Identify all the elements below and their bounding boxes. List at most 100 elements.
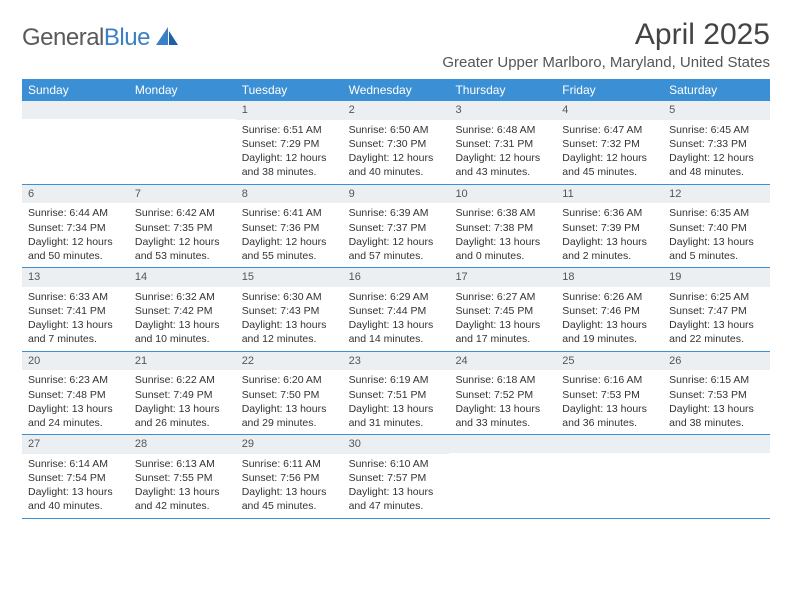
sunset-text: Sunset: 7:53 PM (669, 388, 764, 402)
day-number: 22 (236, 352, 343, 371)
day-cell: 27Sunrise: 6:14 AMSunset: 7:54 PMDayligh… (22, 435, 129, 518)
day-cell: 4Sunrise: 6:47 AMSunset: 7:32 PMDaylight… (556, 101, 663, 184)
day-body: Sunrise: 6:38 AMSunset: 7:38 PMDaylight:… (449, 203, 556, 267)
logo-text-gray: General (22, 24, 104, 51)
calendar: SundayMondayTuesdayWednesdayThursdayFrid… (22, 79, 770, 519)
day-cell: 7Sunrise: 6:42 AMSunset: 7:35 PMDaylight… (129, 185, 236, 268)
sunrise-text: Sunrise: 6:50 AM (349, 123, 444, 137)
day-body: Sunrise: 6:42 AMSunset: 7:35 PMDaylight:… (129, 203, 236, 267)
day-number: 12 (663, 185, 770, 204)
sunrise-text: Sunrise: 6:13 AM (135, 457, 230, 471)
day-cell (22, 101, 129, 184)
weekday-header-cell: Sunday (22, 79, 129, 101)
day-number (449, 435, 556, 453)
weekday-header-row: SundayMondayTuesdayWednesdayThursdayFrid… (22, 79, 770, 101)
day-body: Sunrise: 6:27 AMSunset: 7:45 PMDaylight:… (449, 287, 556, 351)
day-cell: 11Sunrise: 6:36 AMSunset: 7:39 PMDayligh… (556, 185, 663, 268)
day-cell: 15Sunrise: 6:30 AMSunset: 7:43 PMDayligh… (236, 268, 343, 351)
day-cell: 25Sunrise: 6:16 AMSunset: 7:53 PMDayligh… (556, 352, 663, 435)
day-number (556, 435, 663, 453)
day-number: 10 (449, 185, 556, 204)
sunset-text: Sunset: 7:36 PM (242, 221, 337, 235)
day-body: Sunrise: 6:35 AMSunset: 7:40 PMDaylight:… (663, 203, 770, 267)
day-body: Sunrise: 6:50 AMSunset: 7:30 PMDaylight:… (343, 120, 450, 184)
logo-text: GeneralBlue (22, 24, 150, 52)
sunrise-text: Sunrise: 6:51 AM (242, 123, 337, 137)
day-body: Sunrise: 6:13 AMSunset: 7:55 PMDaylight:… (129, 454, 236, 518)
daylight-text: Daylight: 13 hours and 31 minutes. (349, 402, 444, 430)
day-body: Sunrise: 6:18 AMSunset: 7:52 PMDaylight:… (449, 370, 556, 434)
day-number: 14 (129, 268, 236, 287)
daylight-text: Daylight: 12 hours and 50 minutes. (28, 235, 123, 263)
day-body: Sunrise: 6:25 AMSunset: 7:47 PMDaylight:… (663, 287, 770, 351)
sunset-text: Sunset: 7:42 PM (135, 304, 230, 318)
sunrise-text: Sunrise: 6:33 AM (28, 290, 123, 304)
day-number: 9 (343, 185, 450, 204)
header: GeneralBlue April 2025 Greater Upper Mar… (22, 18, 770, 71)
day-cell: 6Sunrise: 6:44 AMSunset: 7:34 PMDaylight… (22, 185, 129, 268)
week-row: 6Sunrise: 6:44 AMSunset: 7:34 PMDaylight… (22, 185, 770, 269)
day-cell: 23Sunrise: 6:19 AMSunset: 7:51 PMDayligh… (343, 352, 450, 435)
week-row: 20Sunrise: 6:23 AMSunset: 7:48 PMDayligh… (22, 352, 770, 436)
day-cell: 12Sunrise: 6:35 AMSunset: 7:40 PMDayligh… (663, 185, 770, 268)
day-number (22, 101, 129, 119)
day-number: 1 (236, 101, 343, 120)
sunset-text: Sunset: 7:52 PM (455, 388, 550, 402)
day-body: Sunrise: 6:33 AMSunset: 7:41 PMDaylight:… (22, 287, 129, 351)
day-number: 3 (449, 101, 556, 120)
day-body: Sunrise: 6:51 AMSunset: 7:29 PMDaylight:… (236, 120, 343, 184)
sunset-text: Sunset: 7:39 PM (562, 221, 657, 235)
day-number: 11 (556, 185, 663, 204)
day-body: Sunrise: 6:23 AMSunset: 7:48 PMDaylight:… (22, 370, 129, 434)
day-body: Sunrise: 6:26 AMSunset: 7:46 PMDaylight:… (556, 287, 663, 351)
day-body: Sunrise: 6:19 AMSunset: 7:51 PMDaylight:… (343, 370, 450, 434)
day-body: Sunrise: 6:14 AMSunset: 7:54 PMDaylight:… (22, 454, 129, 518)
daylight-text: Daylight: 12 hours and 53 minutes. (135, 235, 230, 263)
sunset-text: Sunset: 7:37 PM (349, 221, 444, 235)
sunrise-text: Sunrise: 6:20 AM (242, 373, 337, 387)
sunrise-text: Sunrise: 6:39 AM (349, 206, 444, 220)
daylight-text: Daylight: 13 hours and 24 minutes. (28, 402, 123, 430)
sunrise-text: Sunrise: 6:48 AM (455, 123, 550, 137)
sunset-text: Sunset: 7:30 PM (349, 137, 444, 151)
day-cell: 26Sunrise: 6:15 AMSunset: 7:53 PMDayligh… (663, 352, 770, 435)
sunrise-text: Sunrise: 6:11 AM (242, 457, 337, 471)
weekday-header-cell: Tuesday (236, 79, 343, 101)
day-cell: 5Sunrise: 6:45 AMSunset: 7:33 PMDaylight… (663, 101, 770, 184)
sunset-text: Sunset: 7:56 PM (242, 471, 337, 485)
sunset-text: Sunset: 7:45 PM (455, 304, 550, 318)
sunrise-text: Sunrise: 6:18 AM (455, 373, 550, 387)
daylight-text: Daylight: 12 hours and 45 minutes. (562, 151, 657, 179)
sunset-text: Sunset: 7:49 PM (135, 388, 230, 402)
day-cell: 22Sunrise: 6:20 AMSunset: 7:50 PMDayligh… (236, 352, 343, 435)
day-body: Sunrise: 6:45 AMSunset: 7:33 PMDaylight:… (663, 120, 770, 184)
weekday-header-cell: Wednesday (343, 79, 450, 101)
day-cell (449, 435, 556, 518)
daylight-text: Daylight: 12 hours and 38 minutes. (242, 151, 337, 179)
day-body: Sunrise: 6:11 AMSunset: 7:56 PMDaylight:… (236, 454, 343, 518)
sunset-text: Sunset: 7:51 PM (349, 388, 444, 402)
sunrise-text: Sunrise: 6:44 AM (28, 206, 123, 220)
day-body: Sunrise: 6:47 AMSunset: 7:32 PMDaylight:… (556, 120, 663, 184)
sunrise-text: Sunrise: 6:15 AM (669, 373, 764, 387)
day-cell: 16Sunrise: 6:29 AMSunset: 7:44 PMDayligh… (343, 268, 450, 351)
sunrise-text: Sunrise: 6:41 AM (242, 206, 337, 220)
day-cell: 17Sunrise: 6:27 AMSunset: 7:45 PMDayligh… (449, 268, 556, 351)
day-number: 28 (129, 435, 236, 454)
sunrise-text: Sunrise: 6:22 AM (135, 373, 230, 387)
day-cell: 3Sunrise: 6:48 AMSunset: 7:31 PMDaylight… (449, 101, 556, 184)
sunset-text: Sunset: 7:57 PM (349, 471, 444, 485)
day-body: Sunrise: 6:15 AMSunset: 7:53 PMDaylight:… (663, 370, 770, 434)
sunrise-text: Sunrise: 6:47 AM (562, 123, 657, 137)
sunset-text: Sunset: 7:41 PM (28, 304, 123, 318)
sunset-text: Sunset: 7:43 PM (242, 304, 337, 318)
sunrise-text: Sunrise: 6:23 AM (28, 373, 123, 387)
sunrise-text: Sunrise: 6:19 AM (349, 373, 444, 387)
sunrise-text: Sunrise: 6:35 AM (669, 206, 764, 220)
day-cell: 1Sunrise: 6:51 AMSunset: 7:29 PMDaylight… (236, 101, 343, 184)
sunrise-text: Sunrise: 6:26 AM (562, 290, 657, 304)
day-cell: 14Sunrise: 6:32 AMSunset: 7:42 PMDayligh… (129, 268, 236, 351)
sunrise-text: Sunrise: 6:14 AM (28, 457, 123, 471)
day-body: Sunrise: 6:39 AMSunset: 7:37 PMDaylight:… (343, 203, 450, 267)
daylight-text: Daylight: 13 hours and 0 minutes. (455, 235, 550, 263)
